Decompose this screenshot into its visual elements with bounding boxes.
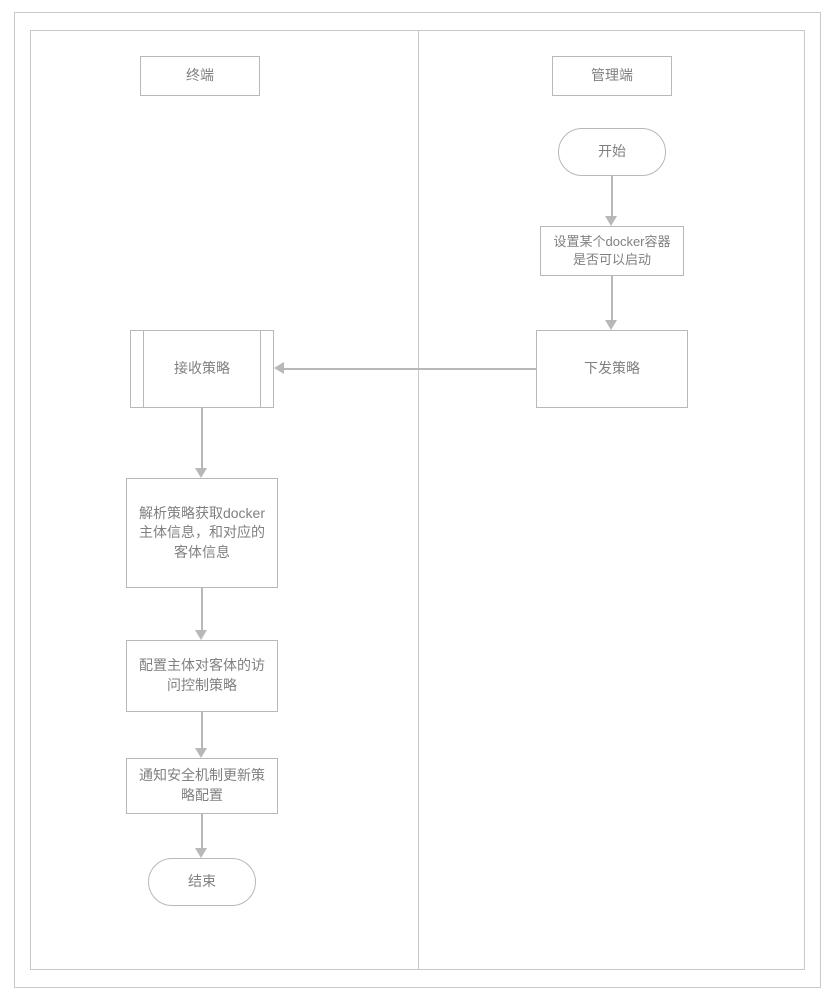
edge-notify-end — [201, 814, 203, 850]
node-recv-policy: 接收策略 — [130, 330, 274, 408]
subprocess-bar-right — [260, 331, 261, 407]
edge-recv-parse — [201, 408, 203, 470]
node-config-acl: 配置主体对客体的访问控制策略 — [126, 640, 278, 712]
swimlane-divider — [418, 30, 419, 970]
lane-header-right-label: 管理端 — [591, 66, 633, 86]
edge-config-notify-head — [195, 748, 207, 758]
node-send-policy: 下发策略 — [536, 330, 688, 408]
edge-recv-parse-head — [195, 468, 207, 478]
node-config-acl-label: 配置主体对客体的访问控制策略 — [135, 656, 269, 695]
edge-parse-config-head — [195, 630, 207, 640]
node-set-docker-label: 设置某个docker容器是否可以启动 — [549, 233, 675, 269]
node-parse-policy-label: 解析策略获取docker主体信息，和对应的客体信息 — [135, 504, 269, 563]
edge-setdocker-sendpolicy-head — [605, 320, 617, 330]
node-recv-policy-label: 接收策略 — [174, 359, 230, 379]
node-notify-label: 通知安全机制更新策略配置 — [135, 766, 269, 805]
flowchart-canvas: 终端 管理端 开始 设置某个docker容器是否可以启动 下发策略 接收策略 解… — [0, 0, 835, 1000]
node-end: 结束 — [148, 858, 256, 906]
edge-notify-end-head — [195, 848, 207, 858]
edge-sendpolicy-recvpolicy — [284, 368, 536, 370]
edge-sendpolicy-recvpolicy-head — [274, 362, 284, 374]
node-set-docker: 设置某个docker容器是否可以启动 — [540, 226, 684, 276]
subprocess-bar-left — [143, 331, 144, 407]
edge-start-setdocker-head — [605, 216, 617, 226]
edge-setdocker-sendpolicy — [611, 276, 613, 322]
node-parse-policy: 解析策略获取docker主体信息，和对应的客体信息 — [126, 478, 278, 588]
lane-header-right: 管理端 — [552, 56, 672, 96]
node-end-label: 结束 — [188, 872, 216, 892]
node-notify: 通知安全机制更新策略配置 — [126, 758, 278, 814]
edge-config-notify — [201, 712, 203, 750]
node-start-label: 开始 — [598, 142, 626, 162]
edge-start-setdocker — [611, 176, 613, 218]
lane-header-left: 终端 — [140, 56, 260, 96]
node-start: 开始 — [558, 128, 666, 176]
edge-parse-config — [201, 588, 203, 632]
node-send-policy-label: 下发策略 — [584, 359, 640, 379]
lane-header-left-label: 终端 — [186, 66, 214, 86]
